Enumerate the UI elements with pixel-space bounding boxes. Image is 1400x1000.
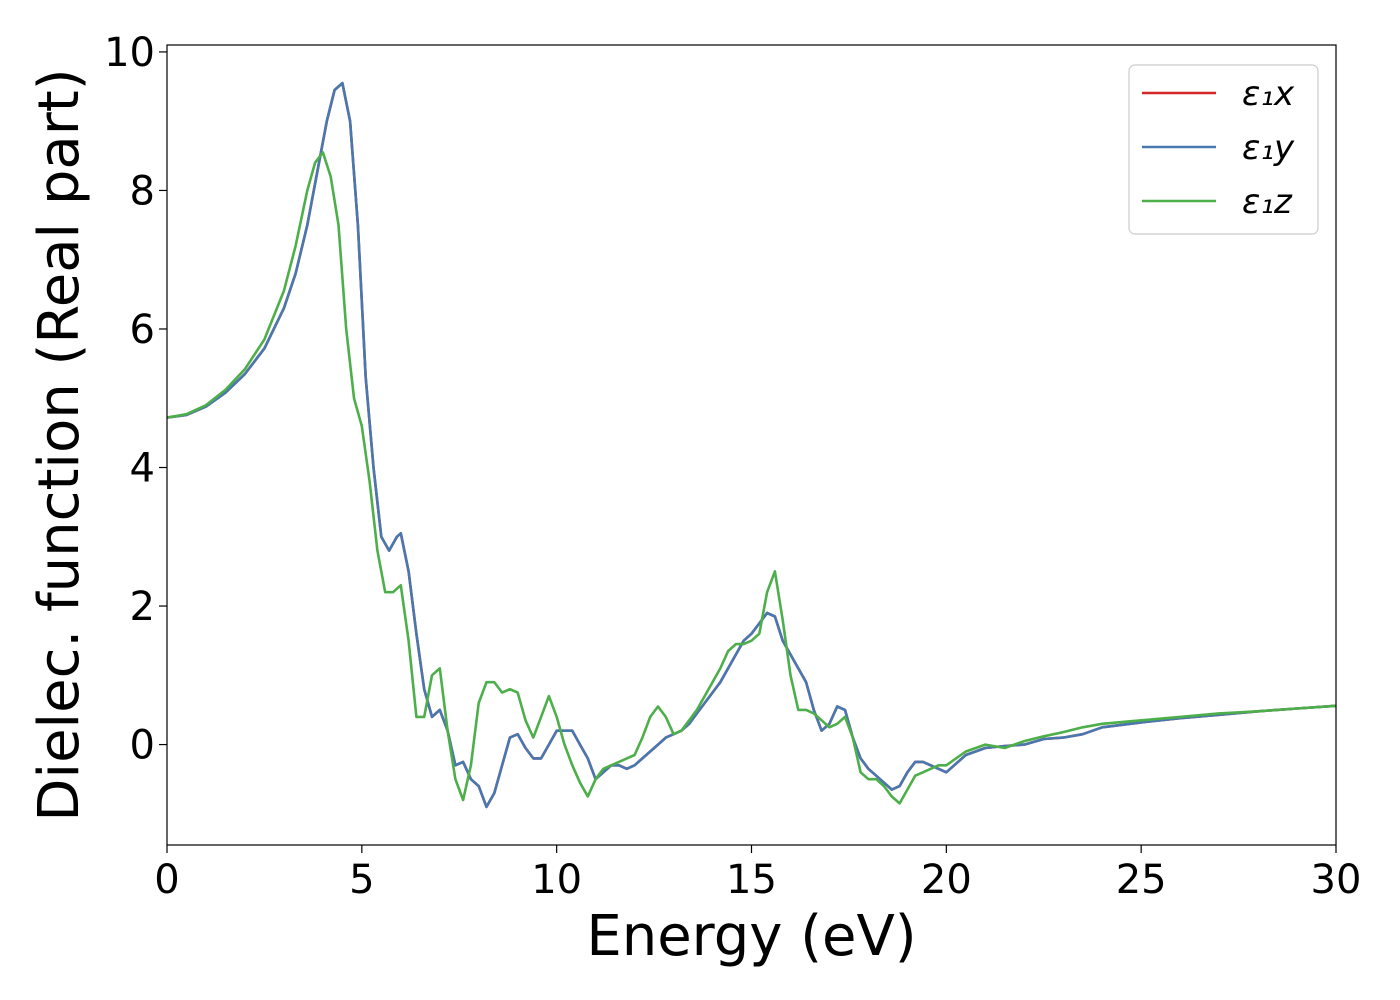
legend-label: ε₁z [1242,182,1293,222]
y-tick-label: 0 [130,723,155,769]
y-axis-label: Dielec. function (Real part) [27,68,92,821]
series-line-3 [167,151,1336,805]
x-tick-label: 10 [531,857,582,903]
x-tick-label: 25 [1116,857,1167,903]
x-axis-label: Energy (eV) [586,904,916,969]
series-line-2 [167,81,1336,809]
x-tick-label: 20 [921,857,972,903]
x-tick-label: 30 [1311,857,1362,903]
legend-frame [1128,64,1319,235]
y-tick-label: 6 [130,307,155,353]
series-lines [167,81,1336,809]
y-tick-label: 2 [130,584,155,630]
x-axis-ticks: 0 5 10 15 20 25 30 [154,845,1361,903]
legend-label: ε₁x [1242,74,1295,114]
x-tick-label: 5 [349,857,374,903]
y-tick-label: 8 [130,168,155,214]
legend: ε₁x ε₁y ε₁z [1128,64,1319,235]
legend-label: ε₁y [1242,128,1295,168]
x-tick-label: 0 [154,857,179,903]
plot-frame [166,44,1337,846]
y-tick-label: 4 [130,446,155,492]
y-tick-label: 10 [104,30,155,76]
y-axis-ticks: 0 2 4 6 8 10 [104,30,167,769]
x-tick-label: 15 [726,857,777,903]
